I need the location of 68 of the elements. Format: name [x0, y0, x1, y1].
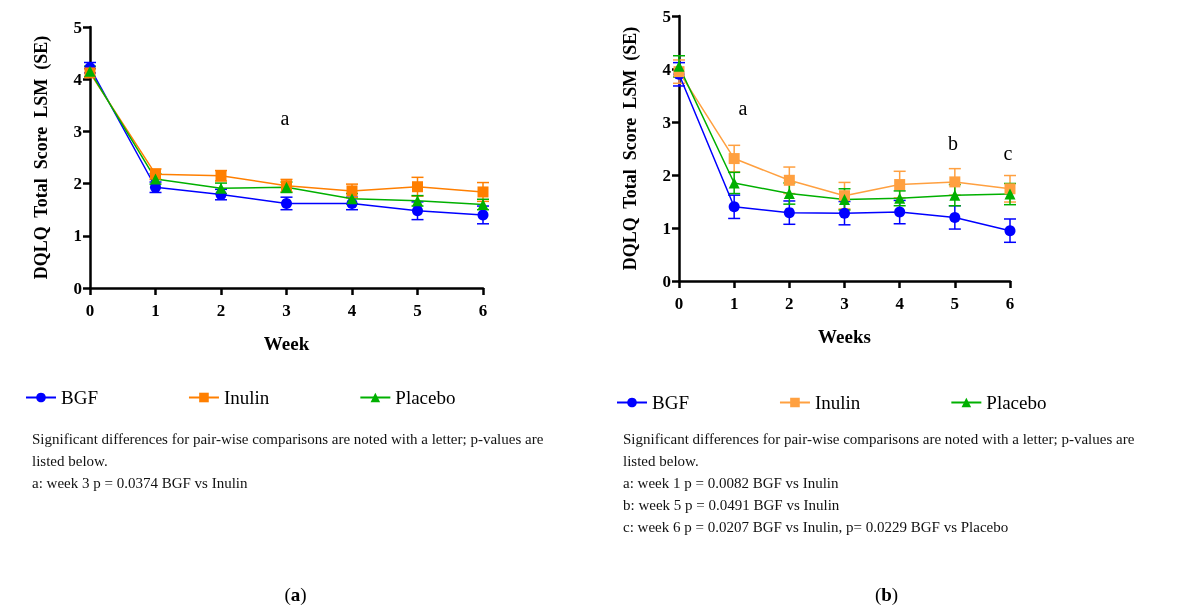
x-tick-label: 1 [729, 294, 739, 313]
legend-label: BGF [652, 392, 689, 413]
x-tick-label: 2 [216, 301, 226, 320]
x-axis-title: Week [263, 333, 310, 354]
text: c: week 6 p = 0.0207 BGF vs Inulin, p= 0.0229 BGF vs Placebo [623, 518, 1010, 537]
legend-label: Placebo [986, 392, 1047, 413]
x-tick-label: 0 [674, 294, 684, 313]
text: a: week 3 p = 0.0374 BGF vs Inulin [32, 474, 249, 493]
point [728, 201, 740, 213]
annotation: a [738, 97, 748, 119]
text: b: week 5 p = 0.0491 BGF vs Inulin [623, 496, 841, 515]
point [783, 207, 795, 219]
text: Significant differences for pair-wise comparisons are noted with a letter; p-values are listed below. [623, 430, 1136, 471]
y-axis-title: DQLQ Total Score LSM (SE) [620, 26, 641, 271]
point [673, 60, 685, 72]
x-axis-title: Weeks [818, 326, 871, 347]
annotation: b [948, 132, 958, 154]
y-tick-label: 4 [662, 59, 672, 79]
x-tick-label: 3 [840, 294, 849, 313]
x-tick-label: 5 [413, 301, 422, 320]
y-tick-label: 3 [662, 112, 671, 132]
legend-label: Placebo [395, 387, 456, 408]
point [412, 181, 423, 193]
legend-label: BGF [61, 387, 98, 408]
y-tick-label: 0 [662, 271, 671, 291]
text: (a) [283, 584, 308, 606]
x-tick-label: 5 [950, 294, 960, 313]
x-tick-label: 1 [151, 301, 160, 320]
x-tick-label: 3 [282, 301, 291, 320]
y-tick-label: 1 [73, 226, 82, 246]
legend-label: Inulin [223, 387, 270, 408]
y-tick-label: 3 [73, 121, 82, 141]
text: a: week 1 p = 0.0082 BGF vs Inulin [623, 474, 840, 493]
y-axis-title: DQLQ Total Score LSM (SE) [31, 35, 52, 280]
point [477, 209, 489, 221]
point [839, 207, 850, 219]
point [894, 179, 906, 191]
y-tick-label: 2 [662, 165, 671, 185]
annotation: a [280, 107, 290, 129]
point [949, 176, 961, 188]
x-tick-label: 4 [895, 294, 905, 313]
point [728, 177, 740, 189]
point [949, 211, 961, 223]
y-tick-label: 2 [73, 174, 82, 194]
x-tick-label: 4 [347, 301, 357, 320]
point [783, 188, 795, 200]
y-tick-label: 1 [662, 218, 671, 238]
x-tick-label: 0 [85, 301, 95, 320]
legend-label: Inulin [814, 392, 861, 413]
point [894, 206, 906, 218]
y-tick-label: 4 [73, 69, 83, 89]
point [783, 174, 795, 186]
x-tick-label: 6 [478, 301, 488, 320]
annotation: c [1003, 142, 1013, 164]
point [1004, 225, 1016, 237]
x-tick-label: 6 [1005, 294, 1015, 313]
x-tick-label: 2 [785, 294, 794, 313]
text: Significant differences for pair-wise comparisons are noted with a letter; p-values are listed below. [32, 430, 545, 471]
point [477, 186, 489, 198]
text: (b) [873, 584, 900, 606]
point [412, 205, 423, 217]
point [1004, 188, 1016, 200]
point [728, 153, 740, 165]
y-tick-label: 0 [73, 278, 82, 298]
point [949, 189, 961, 201]
point [1004, 183, 1016, 195]
y-tick-label: 5 [73, 17, 82, 37]
y-tick-label: 5 [662, 6, 671, 26]
